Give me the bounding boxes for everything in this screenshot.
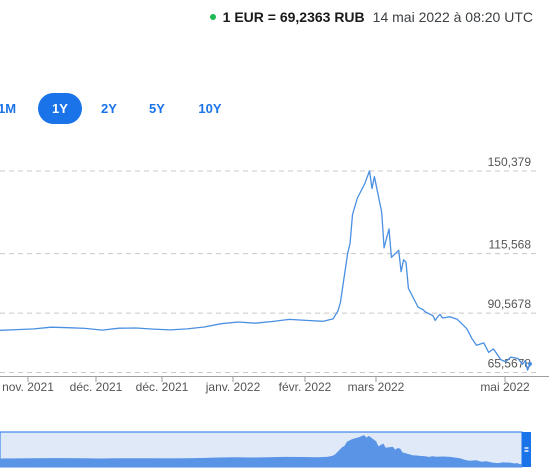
series-line-eur-rub [0,170,531,371]
exchange-rate: 1 EUR = 69,2363 RUB [222,9,365,25]
rate-timestamp: 14 mai 2022 à 08:20 UTC [372,9,533,25]
y-tick-label: 65,5678 [488,356,532,370]
tab-1m[interactable]: 1M [0,101,17,116]
navigator-handle-bar[interactable] [522,432,531,467]
live-status-icon [209,14,216,20]
y-tick-label: 115,568 [489,238,532,252]
navigator-area [0,435,523,468]
series-end-point [528,361,532,366]
x-tick-label: mars 2022 [348,380,405,394]
y-tick-label: 150,379 [488,155,532,169]
y-tick-label: 90,5678 [488,297,532,311]
x-tick-label: févr. 2022 [279,380,332,394]
x-tick-label: mai 2022 [480,380,530,394]
tab-1y[interactable]: 1Y [38,93,82,124]
tab-10y[interactable]: 10Y [198,101,222,116]
x-tick-label: déc. 2021 [70,380,123,394]
tab-5y[interactable]: 5Y [149,101,165,116]
x-tick-label: nov. 2021 [2,380,54,394]
tab-2y[interactable]: 2Y [101,101,117,116]
navigator-right-handle[interactable] [522,432,531,467]
rate-summary: 1 EUR = 69,2363 RUB 14 mai 2022 à 08:20 … [209,9,533,25]
x-tick-label: janv. 2022 [205,380,261,394]
x-tick-label: déc. 2021 [136,380,189,394]
